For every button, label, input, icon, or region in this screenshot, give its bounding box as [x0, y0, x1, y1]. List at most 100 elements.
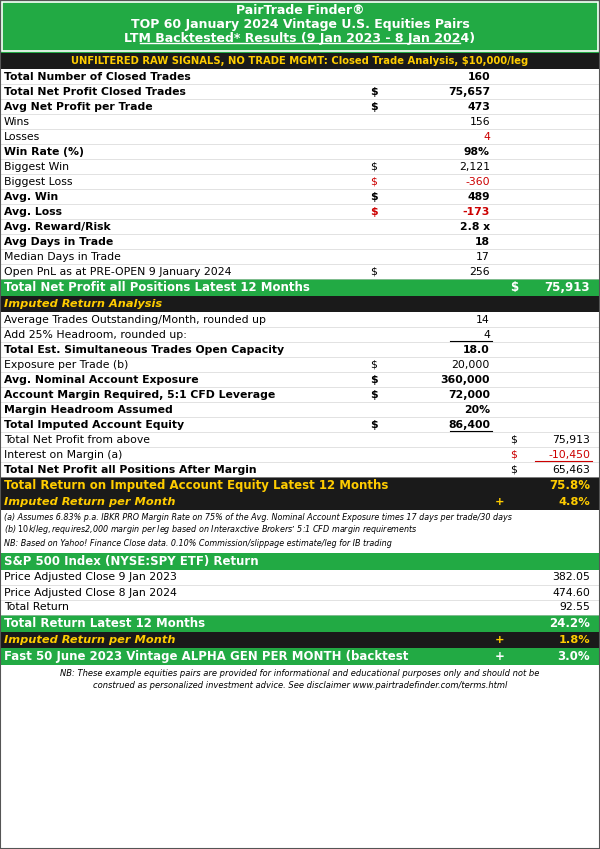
Bar [0, 84, 600, 99]
Bar [0, 99, 600, 114]
Bar [0, 387, 600, 402]
Text: NB: Based on Yahoo! Finance Close data. 0.10% Commission/slippage estimate/leg f: NB: Based on Yahoo! Finance Close data. … [4, 538, 392, 548]
Text: 474.60: 474.60 [552, 588, 590, 598]
Text: Total Est. Simultaneous Trades Open Capacity: Total Est. Simultaneous Trades Open Capa… [4, 345, 284, 355]
Text: 24.2%: 24.2% [549, 617, 590, 630]
Bar [0, 69, 600, 84]
Text: PairTrade Finder®: PairTrade Finder® [236, 3, 364, 16]
Text: $: $ [370, 192, 377, 201]
Text: Avg. Loss: Avg. Loss [4, 206, 62, 216]
Text: +: + [495, 650, 505, 663]
Text: 14: 14 [476, 314, 490, 324]
Text: -173: -173 [463, 206, 490, 216]
Text: 72,000: 72,000 [448, 390, 490, 400]
Bar [0, 447, 600, 462]
Text: (b) $10k/leg, requires $2,000 margin per leg based on Interaxctive Brokersʼ 5:1 : (b) $10k/leg, requires $2,000 margin per… [4, 524, 418, 537]
Text: +: + [495, 497, 505, 507]
Text: S&P 500 Index (NYSE:SPY ETF) Return: S&P 500 Index (NYSE:SPY ETF) Return [4, 555, 259, 568]
Text: Imputed Return per Month: Imputed Return per Month [4, 497, 176, 507]
Text: 4: 4 [483, 132, 490, 142]
Text: UNFILTERED RAW SIGNALS, NO TRADE MGMT: Closed Trade Analysis, $10,000/leg: UNFILTERED RAW SIGNALS, NO TRADE MGMT: C… [71, 56, 529, 66]
Text: 75,913: 75,913 [552, 435, 590, 445]
Bar [0, 665, 600, 699]
Text: Total Net Profit all Positions Latest 12 Months: Total Net Profit all Positions Latest 12… [4, 281, 310, 294]
Text: Open PnL as at PRE-OPEN 9 January 2024: Open PnL as at PRE-OPEN 9 January 2024 [4, 267, 232, 277]
Text: 75,913: 75,913 [545, 281, 590, 294]
Text: $: $ [510, 464, 517, 475]
Text: Total Net Profit from above: Total Net Profit from above [4, 435, 150, 445]
Text: 156: 156 [469, 116, 490, 127]
Bar [0, 249, 600, 264]
Text: $: $ [370, 374, 377, 385]
Text: $: $ [370, 359, 377, 369]
Text: Price Adjusted Close 8 Jan 2024: Price Adjusted Close 8 Jan 2024 [4, 588, 177, 598]
Text: 86,400: 86,400 [448, 419, 490, 430]
Bar [0, 648, 600, 665]
Text: 20%: 20% [464, 404, 490, 414]
Bar [2, 2, 598, 51]
Text: 489: 489 [467, 192, 490, 201]
Text: NB: These example equities pairs are provided for informational and educational : NB: These example equities pairs are pro… [61, 668, 539, 678]
Bar [0, 234, 600, 249]
Bar [0, 189, 600, 204]
Text: Total Return Latest 12 Months: Total Return Latest 12 Months [4, 617, 205, 630]
Text: Avg. Reward/Risk: Avg. Reward/Risk [4, 222, 110, 232]
Bar [0, 570, 600, 585]
Bar [0, 615, 600, 632]
Text: 160: 160 [467, 71, 490, 82]
Text: Biggest Win: Biggest Win [4, 161, 69, 171]
Text: Total Imputed Account Equity: Total Imputed Account Equity [4, 419, 184, 430]
Bar [0, 144, 600, 159]
Text: Fast 50 June 2023 Vintage ALPHA GEN PER MONTH (backtest: Fast 50 June 2023 Vintage ALPHA GEN PER … [4, 650, 409, 663]
Text: 17: 17 [476, 251, 490, 261]
Text: 75.8%: 75.8% [549, 479, 590, 492]
Bar [0, 494, 600, 510]
Text: 4: 4 [483, 329, 490, 340]
Text: 98%: 98% [464, 147, 490, 156]
Text: Account Margin Required, 5:1 CFD Leverage: Account Margin Required, 5:1 CFD Leverag… [4, 390, 275, 400]
Bar [0, 0, 600, 53]
Bar [0, 279, 600, 296]
Bar [0, 432, 600, 447]
Text: $: $ [510, 281, 518, 294]
Text: Total Net Profit all Positions After Margin: Total Net Profit all Positions After Mar… [4, 464, 257, 475]
Text: 360,000: 360,000 [440, 374, 490, 385]
Bar [0, 553, 600, 570]
Bar [0, 585, 600, 600]
Text: Median Days in Trade: Median Days in Trade [4, 251, 121, 261]
Bar [0, 477, 600, 494]
Text: 473: 473 [467, 102, 490, 111]
Bar [0, 402, 600, 417]
Text: 3.0%: 3.0% [557, 650, 590, 663]
Text: Total Return: Total Return [4, 603, 69, 612]
Text: Average Trades Outstanding/Month, rounded up: Average Trades Outstanding/Month, rounde… [4, 314, 266, 324]
Bar [0, 159, 600, 174]
Bar [0, 174, 600, 189]
Text: Interest on Margin (a): Interest on Margin (a) [4, 449, 122, 459]
Text: 256: 256 [469, 267, 490, 277]
Bar [0, 219, 600, 234]
Bar [0, 53, 600, 69]
Text: $: $ [370, 177, 377, 187]
Text: Biggest Loss: Biggest Loss [4, 177, 73, 187]
Text: Add 25% Headroom, rounded up:: Add 25% Headroom, rounded up: [4, 329, 187, 340]
Bar [0, 462, 600, 477]
Bar [0, 600, 600, 615]
Text: Avg Days in Trade: Avg Days in Trade [4, 237, 113, 246]
Text: 4.8%: 4.8% [558, 497, 590, 507]
Bar [0, 129, 600, 144]
Text: 65,463: 65,463 [552, 464, 590, 475]
Text: 2.8 x: 2.8 x [460, 222, 490, 232]
Text: Total Net Profit Closed Trades: Total Net Profit Closed Trades [4, 87, 186, 97]
Text: $: $ [510, 435, 517, 445]
Text: LTM Backtested* Results (9 Jan 2023 - 8 Jan 2024): LTM Backtested* Results (9 Jan 2023 - 8 … [124, 31, 476, 44]
Text: $: $ [370, 102, 377, 111]
Text: Price Adjusted Close 9 Jan 2023: Price Adjusted Close 9 Jan 2023 [4, 572, 177, 582]
Text: Avg. Nominal Account Exposure: Avg. Nominal Account Exposure [4, 374, 199, 385]
Text: TOP 60 January 2024 Vintage U.S. Equities Pairs: TOP 60 January 2024 Vintage U.S. Equitie… [131, 18, 469, 31]
Text: 2,121: 2,121 [459, 161, 490, 171]
Text: Losses: Losses [4, 132, 40, 142]
Text: -10,450: -10,450 [548, 449, 590, 459]
Text: $: $ [370, 206, 377, 216]
Bar [0, 264, 600, 279]
